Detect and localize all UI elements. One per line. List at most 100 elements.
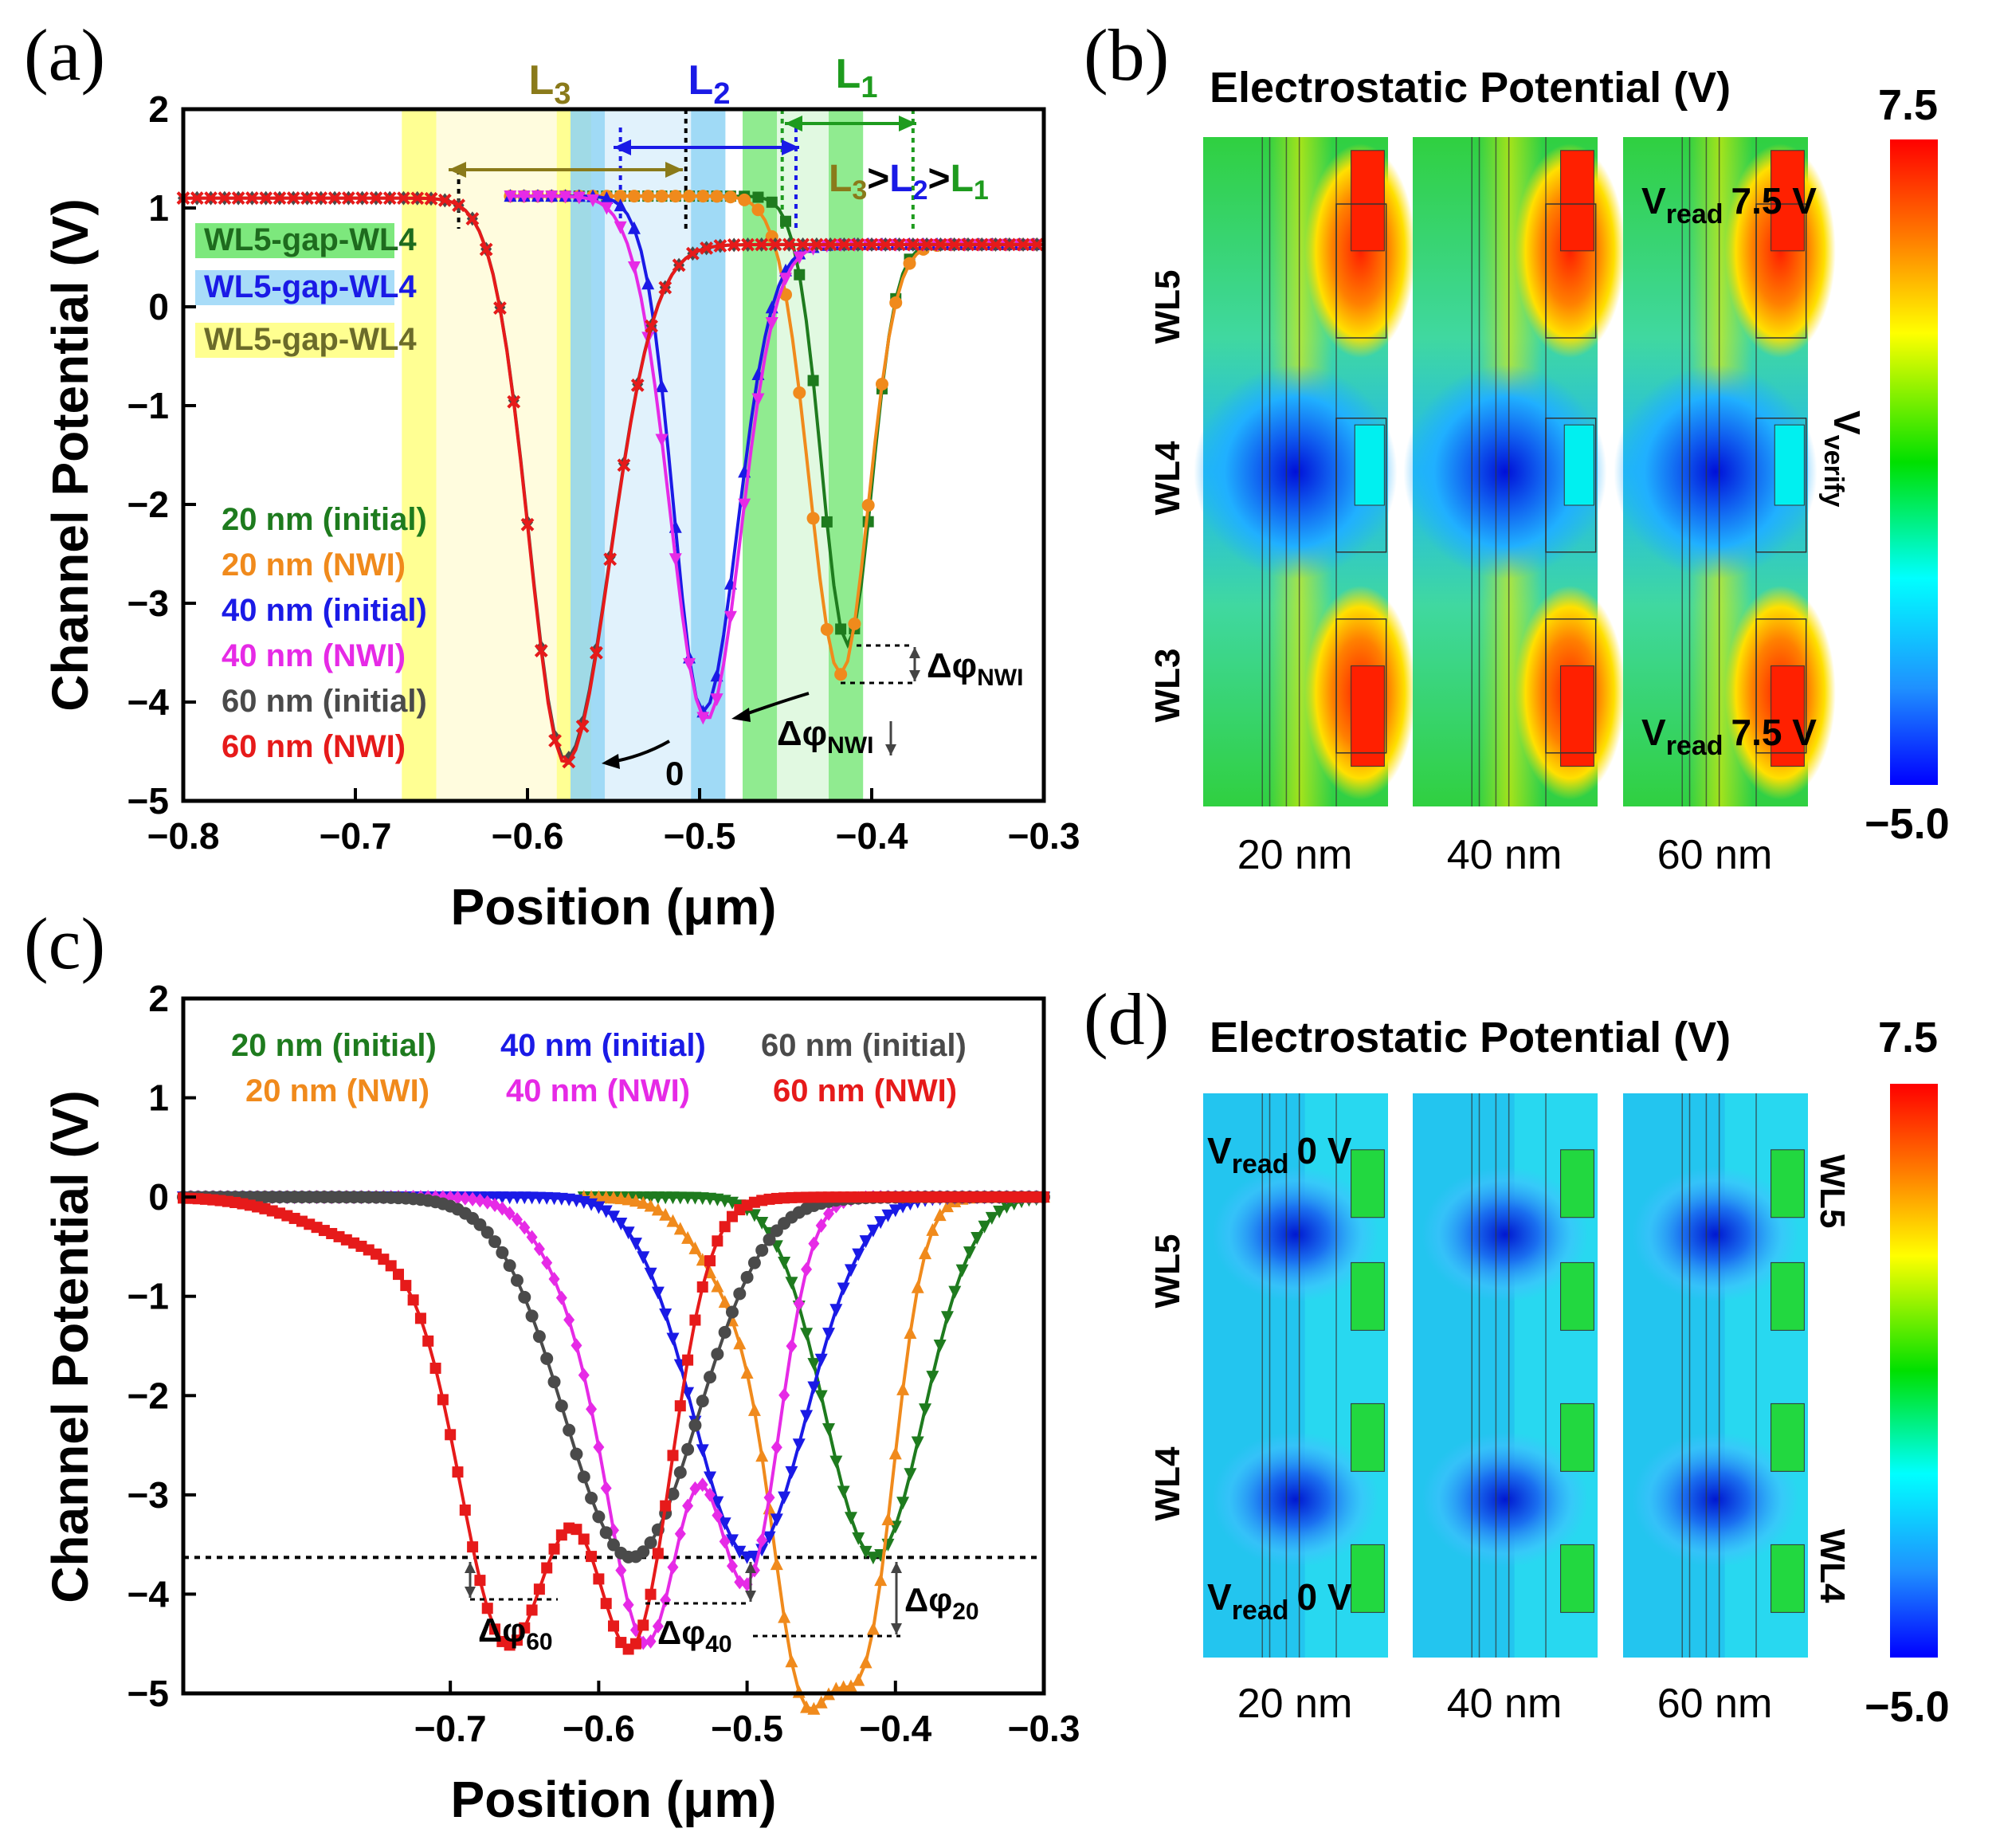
a-ytick-label: 0 <box>148 286 169 328</box>
series-c-2-point <box>837 1282 850 1296</box>
series-c-2-point <box>644 1267 657 1281</box>
series-c-2-point <box>896 1200 910 1214</box>
series-a-5-point <box>562 755 576 769</box>
series-a-1-point <box>614 190 627 203</box>
series-c-3-point <box>756 1532 768 1548</box>
panel-a-ticks: −0.8 −0.7 −0.6 −0.5 −0.4 −0.3 2 1 0 −1 −2 −3 −4 −5 <box>127 88 1080 857</box>
series-c-1-point <box>747 1403 761 1416</box>
series-c-0-point <box>978 1220 991 1234</box>
series-c-3-point <box>496 1201 508 1216</box>
series-a-2-point <box>641 277 655 290</box>
series-a-3-point <box>572 191 586 205</box>
series-c-1-point <box>666 1214 680 1227</box>
series-c-3-point <box>771 1440 782 1455</box>
map-d-cell <box>1351 1149 1385 1218</box>
series-a-5-point <box>218 191 232 206</box>
series-c-1-point <box>874 1573 888 1587</box>
series-a-5-point <box>782 237 796 252</box>
series-a-5-point <box>617 458 631 473</box>
series-c-4-point <box>763 1233 776 1246</box>
panel-b-caption-60: 60 nm <box>1657 832 1773 878</box>
series-c-2-point <box>866 1224 880 1238</box>
series-c-2-point <box>822 1328 835 1341</box>
map-b-1 <box>1403 137 1625 806</box>
series-c-0-point <box>814 1390 828 1403</box>
map-b-cell-outline <box>1545 203 1597 339</box>
series-c-5-point <box>652 1548 664 1560</box>
map-d-cell <box>1351 1261 1385 1331</box>
c-ytick-label: 2 <box>148 978 169 1019</box>
series-c-5-point <box>422 1335 434 1347</box>
band-legend-yellow-text: WL5-gap-WL4 <box>204 322 417 357</box>
series-c-4-line <box>183 1195 1044 1559</box>
series-c-3-point <box>823 1206 834 1221</box>
panel-d-colorbar <box>1890 1084 1938 1658</box>
dphi-arrow-down-head <box>909 670 920 681</box>
series-c-0-point <box>785 1277 798 1290</box>
series-c-4-point <box>496 1246 509 1259</box>
series-c-3-point <box>519 1220 531 1235</box>
zero-pointer-head <box>602 754 620 769</box>
series-a-5-point <box>1016 237 1030 252</box>
series-c-2-point <box>725 1534 739 1548</box>
series-a-3-point <box>627 261 641 275</box>
series-c-3-point <box>726 1559 738 1574</box>
series-c-1-point <box>859 1655 873 1669</box>
series-c-3-point <box>622 1597 634 1612</box>
series-c-1-point <box>852 1673 865 1686</box>
panel-c-annotations: Δφ60 Δφ40 Δφ20 <box>465 1562 979 1658</box>
band-legend-green <box>195 223 394 258</box>
series-a-1-point <box>724 190 737 204</box>
series-c-2-point <box>829 1304 843 1317</box>
panel-d-row-wl4: WL4 <box>1148 1446 1187 1520</box>
band-8 <box>829 109 864 801</box>
series-c-3-point <box>578 1367 590 1383</box>
series-c-5-point <box>629 1638 641 1650</box>
series-c-1-point <box>644 1199 657 1212</box>
dphi-nwi-bottom: ΔφNWI <box>777 714 873 759</box>
series-c-2-point <box>733 1545 747 1559</box>
series-c-5-point <box>481 1603 493 1615</box>
panel-a-xlabel: Position (μm) <box>451 878 777 936</box>
series-a-5-point <box>341 191 355 206</box>
series-a-0-point <box>821 516 833 528</box>
band-legend-blue <box>195 270 394 305</box>
l2-label: L2 <box>688 57 731 111</box>
series-a-3-point <box>738 498 751 512</box>
series-c-3-point <box>615 1563 627 1578</box>
series-c-4-point <box>644 1536 657 1549</box>
series-c-1-point <box>881 1512 895 1525</box>
series-c-2-point <box>659 1308 673 1321</box>
series-c-5-point <box>667 1450 679 1462</box>
series-c-5-point <box>719 1221 731 1233</box>
map-d-cell <box>1351 1544 1385 1613</box>
band-4 <box>605 109 692 801</box>
dphi20-label: Δφ20 <box>904 1581 979 1625</box>
panel-b-caption-20: 20 nm <box>1237 832 1353 878</box>
series-a-5-point <box>534 644 548 657</box>
series-c-4-point <box>563 1423 576 1437</box>
series-c-5-point <box>452 1466 464 1478</box>
series-c-3-point <box>704 1487 716 1502</box>
series-c-0-point <box>866 1552 880 1565</box>
series-c-4-point <box>555 1399 568 1413</box>
series-c-0-point <box>948 1285 962 1299</box>
l2-arrow-right-head <box>782 139 799 155</box>
map-d-0 <box>1203 1093 1388 1658</box>
series-c-1-point <box>681 1230 695 1244</box>
series-c-4-point <box>747 1256 761 1269</box>
series-a-1-point <box>738 193 751 206</box>
series-a-1-point <box>641 190 655 203</box>
series-a-5-point <box>933 237 947 252</box>
series-a-0-point <box>752 191 764 203</box>
series-c-3-point <box>548 1271 560 1286</box>
map-b-cell-outline <box>1335 618 1387 754</box>
series-c-5-point <box>407 1294 419 1306</box>
series-a-1-point <box>861 499 875 512</box>
a-ytick-label: 1 <box>148 187 169 229</box>
l1-label: L1 <box>836 51 878 104</box>
series-a-1-point <box>806 512 820 525</box>
series-a-5-point <box>259 191 273 206</box>
series-c-5-point <box>712 1235 724 1247</box>
series-c-5-point <box>474 1575 486 1587</box>
